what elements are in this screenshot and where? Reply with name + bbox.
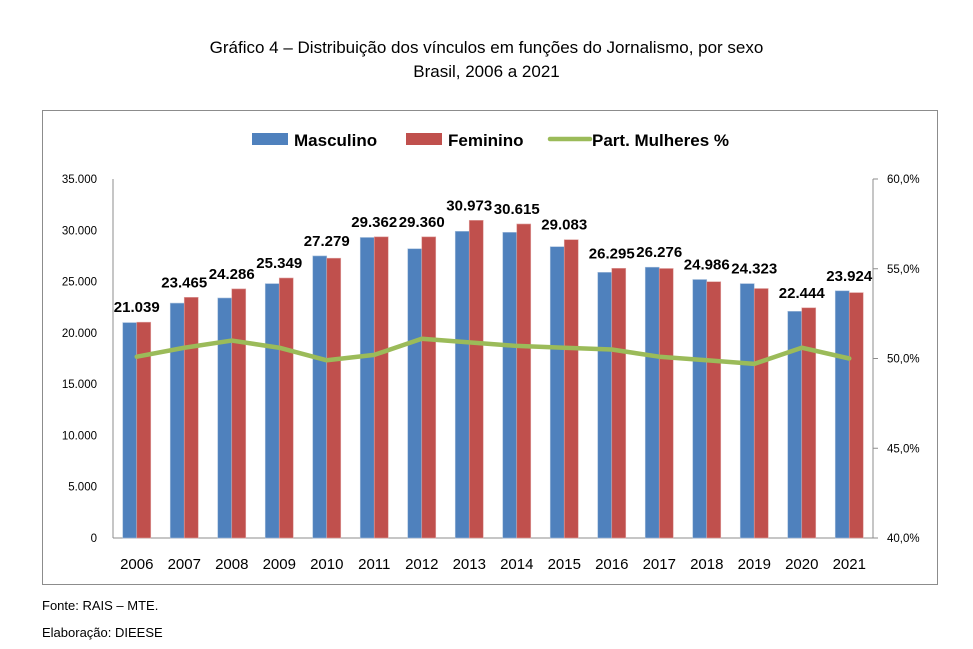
line-series [134,336,852,367]
bar-feminino [753,288,769,539]
axes: 0 5.000 10.000 15.000 20.000 25.000 30.000 35.0… [62,174,920,573]
data-label: 29.083 [541,217,587,234]
bar-feminino [611,267,627,539]
x-tick-label: 2017 [643,556,676,573]
y-tick-label: 30.000 [62,225,97,237]
footer-source: Fonte: RAIS – MTE. [42,598,159,613]
y-tick-label: 10.000 [62,430,97,442]
bar-feminino [278,277,294,539]
x-tick-label: 2016 [595,556,628,573]
line-part-mulheres [134,336,852,367]
data-label: 23.465 [161,274,207,291]
bar-masculino [359,237,375,539]
bar-feminino [848,292,864,539]
y-tick-label: 5.000 [68,482,97,494]
bar-masculino [407,248,423,539]
y2-tick-label: 40,0% [887,533,920,545]
x-tick-label: 2010 [310,556,343,573]
data-label: 21.039 [114,299,160,316]
bar-masculino [597,272,613,539]
bars [122,220,864,539]
chart-subtitle: Brasil, 2006 a 2021 [413,62,560,81]
bar-feminino [563,239,579,539]
bar-masculino [502,232,518,539]
x-tick-label: 2009 [263,556,296,573]
bar-masculino [834,290,850,539]
data-label: 30.615 [494,201,540,218]
x-tick-label: 2021 [833,556,866,573]
data-label: 26.295 [589,245,635,262]
y-tick-label: 25.000 [62,277,97,289]
data-label: 24.286 [209,266,255,283]
bar-feminino [516,223,532,539]
bar-masculino [122,322,138,539]
y2-tick-label: 55,0% [887,264,920,276]
bar-masculino [739,283,755,539]
bar-feminino [373,236,389,539]
data-label: 30.973 [446,197,492,214]
data-label: 26.276 [636,244,682,261]
bar-feminino [231,288,247,539]
x-tick-label: 2008 [215,556,248,573]
bar-feminino [421,236,437,539]
chart-frame [42,110,938,585]
bar-masculino [264,283,280,539]
data-label: 29.362 [351,214,397,231]
x-tick-label: 2011 [358,556,390,573]
y2-tick-label: 45,0% [887,443,920,455]
bar-masculino [692,279,708,539]
legend-label-feminino: Feminino [448,131,524,150]
x-tick-label: 2018 [690,556,723,573]
y-tick-label: 15.000 [62,379,97,391]
data-label: 22.444 [779,285,826,302]
bar-masculino [454,231,470,539]
bar-masculino [169,302,185,539]
x-tick-label: 2014 [500,556,533,573]
bar-masculino [787,311,803,539]
footer-credit: Elaboração: DIEESE [42,625,163,640]
x-tick-label: 2019 [738,556,771,573]
data-label: 23.924 [826,268,873,285]
bar-feminino [136,321,152,539]
bar-masculino [312,255,328,539]
legend-swatch-masculino [252,133,288,145]
x-tick-label: 2012 [405,556,438,573]
y2-tick-label: 50,0% [887,354,920,366]
x-tick-label: 2013 [453,556,486,573]
y2-tick-label: 60,0% [887,174,920,186]
legend-swatch-feminino [406,133,442,145]
bar-masculino [644,266,660,539]
legend-label-masculino: Masculino [294,131,377,150]
data-label: 29.360 [399,214,445,231]
bar-feminino [183,297,199,539]
y-tick-label: 20.000 [62,328,97,340]
bar-feminino [468,220,484,539]
bar-feminino [326,257,342,539]
bar-masculino [549,246,565,539]
chart-title: Gráfico 4 – Distribuição dos vínculos em… [209,38,764,57]
bar-feminino [658,268,674,539]
bar-masculino [217,297,233,539]
x-tick-label: 2020 [785,556,818,573]
data-label: 25.349 [256,255,302,272]
bar-feminino [801,307,817,539]
x-tick-label: 2006 [120,556,153,573]
x-tick-label: 2015 [548,556,581,573]
bar-feminino [706,281,722,539]
x-tick-label: 2007 [168,556,201,573]
data-label: 24.323 [731,261,777,278]
y-tick-label: 0 [91,533,97,545]
data-label: 24.986 [684,257,730,274]
y-tick-label: 35.000 [62,174,97,186]
data-label: 27.279 [304,233,350,250]
legend-label-part-mulheres: Part. Mulheres % [592,131,729,150]
legend: Masculino Feminino Part. Mulheres % [252,131,729,150]
